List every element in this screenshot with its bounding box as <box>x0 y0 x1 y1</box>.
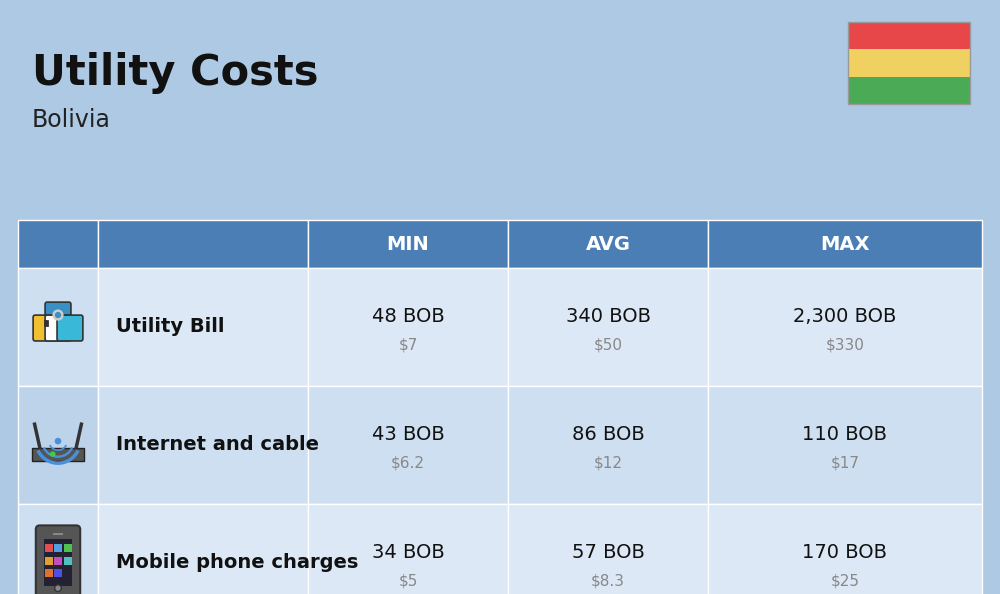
Bar <box>308 268 508 386</box>
Bar <box>18 504 98 594</box>
Text: $5: $5 <box>398 573 418 589</box>
Bar <box>848 22 970 104</box>
Text: $6.2: $6.2 <box>391 456 425 470</box>
Bar <box>45 544 53 552</box>
Circle shape <box>56 312 60 317</box>
Text: $25: $25 <box>830 573 860 589</box>
Text: 110 BOB: 110 BOB <box>802 425 888 444</box>
Bar <box>848 49 970 77</box>
Text: MIN: MIN <box>387 235 429 254</box>
FancyBboxPatch shape <box>33 315 59 341</box>
Text: $17: $17 <box>830 456 860 470</box>
FancyBboxPatch shape <box>57 315 83 341</box>
Text: 34 BOB: 34 BOB <box>372 544 444 563</box>
Bar <box>44 539 72 586</box>
Text: Utility Costs: Utility Costs <box>32 52 318 94</box>
Circle shape <box>53 310 63 320</box>
Text: $7: $7 <box>398 337 418 352</box>
Circle shape <box>55 438 61 444</box>
Bar <box>308 386 508 504</box>
Bar <box>54 570 62 577</box>
Bar <box>98 268 308 386</box>
Text: 2,300 BOB: 2,300 BOB <box>793 308 897 327</box>
Text: $330: $330 <box>826 337 864 352</box>
Bar <box>98 504 308 594</box>
FancyBboxPatch shape <box>45 315 71 341</box>
Text: 43 BOB: 43 BOB <box>372 425 444 444</box>
Bar <box>848 77 970 104</box>
Bar <box>53 533 63 535</box>
Text: Utility Bill: Utility Bill <box>116 318 224 336</box>
Bar <box>308 504 508 594</box>
Bar <box>708 220 982 268</box>
Text: $50: $50 <box>594 337 622 352</box>
Text: Internet and cable: Internet and cable <box>116 435 319 454</box>
Bar <box>18 386 98 504</box>
Bar <box>848 22 970 49</box>
Bar <box>98 220 308 268</box>
Bar <box>508 386 708 504</box>
Text: AVG: AVG <box>586 235 631 254</box>
Bar <box>45 570 53 577</box>
FancyBboxPatch shape <box>45 302 71 328</box>
Bar <box>18 220 98 268</box>
Bar <box>32 448 84 460</box>
Text: $12: $12 <box>594 456 622 470</box>
Text: MAX: MAX <box>820 235 870 254</box>
Bar <box>708 504 982 594</box>
Text: 86 BOB: 86 BOB <box>572 425 644 444</box>
Bar <box>18 268 98 386</box>
Bar <box>508 504 708 594</box>
FancyBboxPatch shape <box>36 526 80 594</box>
Text: 170 BOB: 170 BOB <box>802 544 888 563</box>
Bar <box>64 544 72 552</box>
Bar <box>508 220 708 268</box>
Bar <box>308 220 508 268</box>
Bar <box>98 386 308 504</box>
Circle shape <box>51 452 55 456</box>
Text: 57 BOB: 57 BOB <box>572 544 644 563</box>
Text: $8.3: $8.3 <box>591 573 625 589</box>
Text: Mobile phone charges: Mobile phone charges <box>116 554 358 573</box>
Bar <box>708 268 982 386</box>
Circle shape <box>55 585 61 592</box>
Bar <box>508 268 708 386</box>
Text: Bolivia: Bolivia <box>32 108 111 132</box>
Bar <box>708 386 982 504</box>
Bar <box>64 557 72 565</box>
Bar <box>54 557 62 565</box>
Bar <box>54 544 62 552</box>
Text: 48 BOB: 48 BOB <box>372 308 444 327</box>
Bar <box>45 557 53 565</box>
Text: 340 BOB: 340 BOB <box>566 308 650 327</box>
